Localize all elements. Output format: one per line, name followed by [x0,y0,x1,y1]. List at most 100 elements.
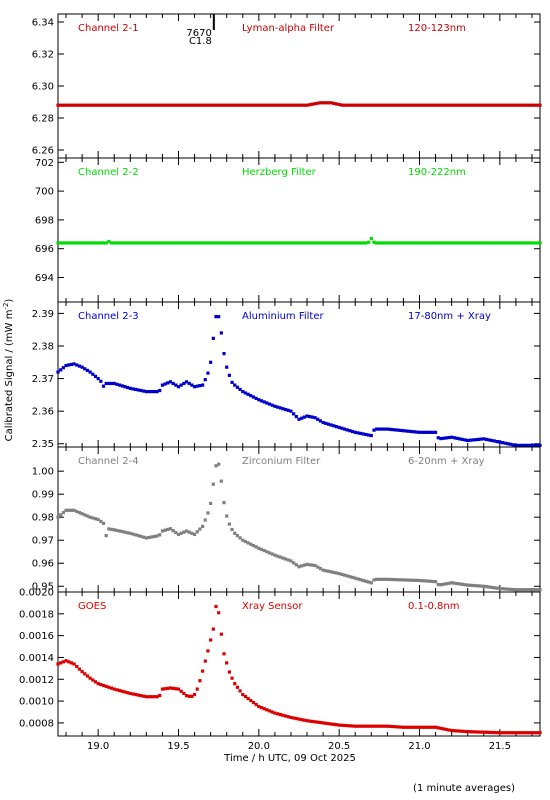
data-point [115,688,119,692]
data-point [415,578,419,582]
data-point [399,428,403,433]
data-point [265,103,269,107]
data-point [235,385,240,389]
data-point [393,103,397,107]
data-point [516,443,521,447]
data-point [104,534,108,538]
data-point [324,101,328,105]
flare-marker-label: C1.8 [189,36,212,47]
flare-marker-label: 7670 [186,28,211,39]
x-axis-label: Time / h UTC, 09 Oct 2025 [223,753,356,764]
data-point [321,241,325,245]
data-point [450,435,454,439]
data-point [59,661,63,665]
data-point [284,557,288,561]
panel-1: 6.26 6.28 6.30 6.32 6.34 Channel 2-1 Lyman-alp… [32,13,542,159]
data-point [484,730,489,734]
data-point [463,241,467,245]
data-point [383,241,387,245]
data-point [337,723,341,727]
data-point [415,430,419,434]
data-point [484,241,489,245]
data-point [516,241,521,245]
data-point [262,548,266,553]
data-point [479,241,483,245]
data-point [358,578,363,582]
data-point [123,385,127,389]
data-point [206,103,210,107]
data-point [136,388,140,392]
data-point [168,527,173,531]
data-point [286,715,290,719]
data-point [337,425,341,430]
data-point [433,580,438,584]
data-point [324,569,328,573]
y-tick-label: 2.36 [32,407,54,418]
data-point [399,241,403,245]
panel-frame [57,446,541,593]
data-point [241,241,245,245]
data-point [420,241,424,245]
data-point [155,103,159,107]
data-point [190,241,194,245]
data-point [345,241,349,245]
data-point [326,101,331,105]
data-point [466,583,470,587]
data-point [284,407,288,412]
data-point [329,722,333,726]
data-point [519,731,523,735]
data-point [259,103,264,107]
data-point [163,382,167,386]
data-point [286,408,290,412]
data-point [166,527,170,532]
data-point [163,241,167,245]
data-point [487,103,491,107]
data-point [217,103,221,107]
data-point [246,241,250,245]
data-point [134,387,138,392]
data-point [72,103,76,107]
data-point [176,103,181,107]
chart-panels: 6.26 6.28 6.30 6.32 6.34 Channel 2-1 Lyman-alp… [19,13,542,752]
data-point [490,730,494,735]
data-point [142,694,146,698]
data-point [447,103,451,107]
data-point [345,724,349,728]
data-point [171,381,175,386]
data-point [182,241,186,245]
data-point [436,726,440,730]
data-point [326,569,331,573]
data-point [286,103,290,107]
data-point [519,103,523,107]
data-point [203,241,207,245]
data-point [340,723,344,727]
data-point [450,581,454,585]
data-point [375,103,379,107]
data-point [423,103,427,107]
data-point [184,380,189,384]
data-point [281,241,285,245]
data-point [59,368,63,372]
data-point [128,386,132,390]
data-point [270,710,274,714]
data-point [329,570,333,574]
panel-frame [57,13,541,159]
data-point [251,700,256,705]
data-point [80,670,84,674]
data-point [345,428,349,432]
data-point [69,661,73,665]
data-point [150,390,154,394]
data-point [538,241,542,245]
data-point [428,725,432,729]
data-point [500,587,505,591]
data-point [412,725,416,729]
data-point [316,241,320,245]
data-point [334,241,339,245]
data-point [115,241,119,245]
data-point [442,436,446,440]
data-point [214,604,218,609]
data-point [492,730,497,735]
data-point [96,682,100,686]
data-point [495,586,499,590]
data-point [123,530,127,534]
